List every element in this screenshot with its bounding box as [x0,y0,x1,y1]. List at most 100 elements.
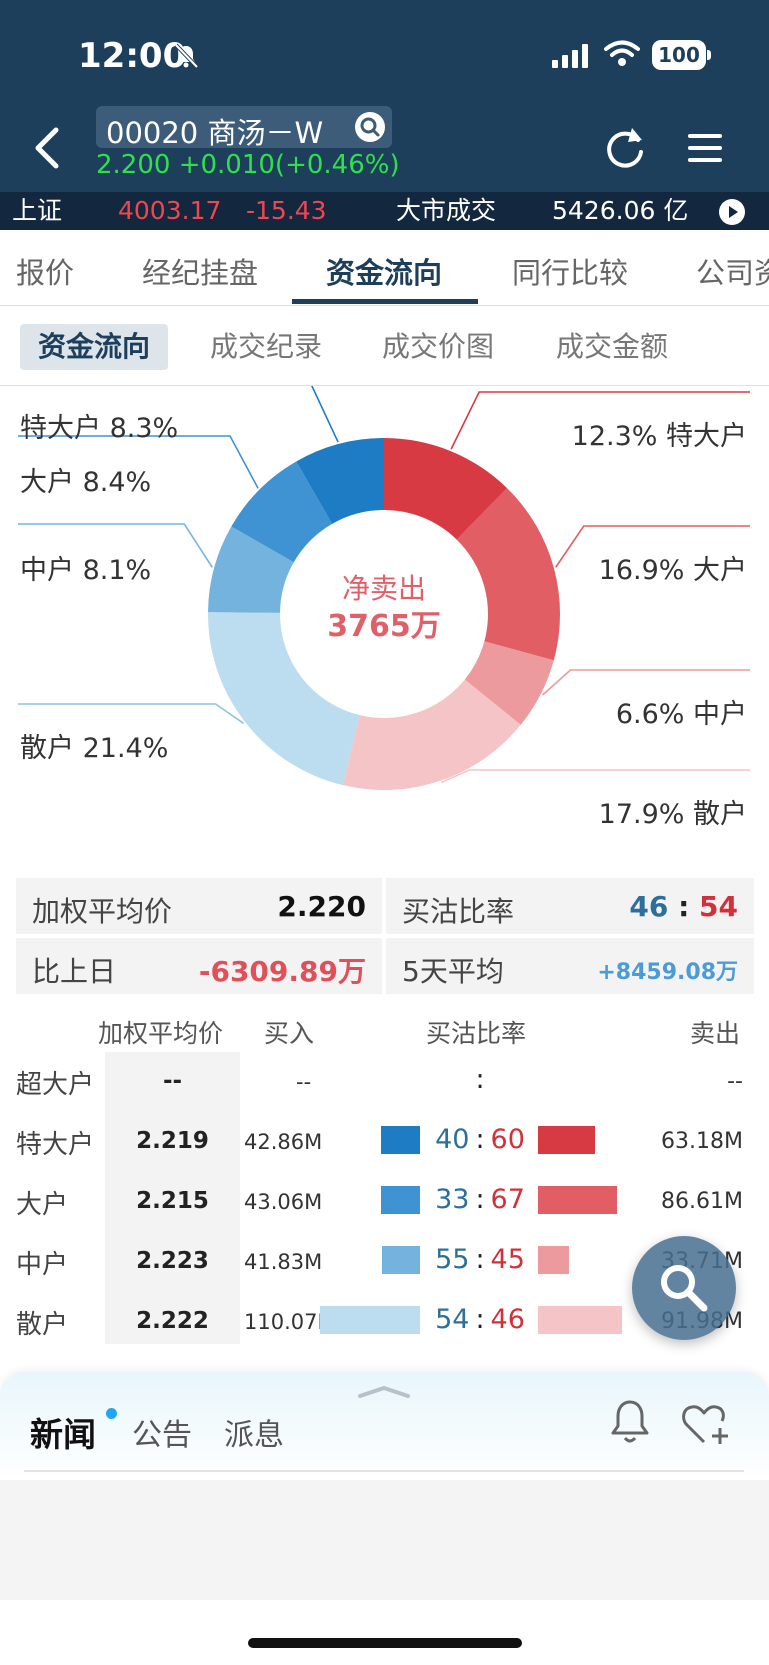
row-name: 大户 [16,1190,69,1220]
vs-prev-value: -6309.89万 [198,955,366,988]
row-ratio-sep: : [475,1064,485,1095]
market-ticker[interactable]: 上证 4003.17 -15.43 大市成交 5426.06 亿 [0,192,769,230]
sell-slice-0 [384,438,507,540]
subtab-money-flow[interactable]: 资金流向 [20,324,169,370]
active-tab-indicator [292,299,478,304]
tab-money-flow[interactable]: 资金流向 [326,256,443,290]
battery-indicator: 100 [652,40,706,70]
buy-leader-line-3 [18,703,245,725]
col-header-avg: 加权平均价 [98,1019,224,1048]
row-sell-amount: 86.61M [661,1189,743,1214]
sell-slice-label-1: 16.9% 大户 [598,555,747,586]
battery-tip [707,50,711,60]
tab-peer-compare[interactable]: 同行比较 [512,256,629,290]
avg-price-value: 2.220 [277,890,366,923]
buy-bar [320,1306,420,1334]
bell-muted-icon [174,43,199,69]
row-avg-price: -- [162,1068,183,1094]
buy-slice-label-2: 中户 8.1% [20,555,152,586]
main-tabs: 报价 经纪挂盘 资金流向 同行比较 公司资 [0,230,769,306]
stock-change: +0.010(+0.46%) [178,150,400,180]
row-name: 特大户 [16,1130,95,1160]
news-tab-news[interactable]: 新闻 [30,1415,96,1454]
index-name: 上证 [12,196,63,225]
ratio-sep: : [678,890,690,923]
center-title: 净卖出 [342,572,426,605]
row-ratio-sep: : [475,1184,485,1215]
row-buy-amount: 42.86M [244,1130,323,1154]
refresh-icon[interactable] [602,122,648,174]
sell-bar [538,1246,569,1274]
news-panel: 新闻 公告 派息 [0,1372,769,1480]
stock-selector[interactable]: 00020 商汤－W [96,106,392,150]
row-ratio-buy: 55 [435,1244,470,1275]
row-buy-amount: -- [296,1070,312,1094]
sell-leader-line-1 [555,525,750,568]
table-row[interactable]: 超大户 -- -- --: [0,1048,769,1108]
subtab-trade-amount[interactable]: 成交金额 [556,330,669,363]
search-fab[interactable] [632,1236,736,1340]
heart-add-icon[interactable] [680,1402,732,1446]
table-row[interactable]: 大户 2.215 43.06M 86.61M 33:67 [0,1168,769,1228]
magnifier-icon [661,1265,708,1312]
avg5-value: +8459.08万 [597,960,738,985]
row-ratio: : [420,1064,540,1095]
home-indicator[interactable] [248,1638,522,1648]
news-tab-announcements[interactable]: 公告 [132,1418,192,1453]
row-ratio-sell: 46 [490,1304,525,1335]
row-avg-price: 2.222 [136,1308,209,1334]
news-divider [24,1470,744,1472]
wifi-icon [604,40,640,66]
sell-bar [538,1186,617,1214]
row-sell-amount: -- [727,1069,743,1094]
app-header: 12:00 100 00020 商汤－W 2.200 +0.010(+0.46%… [0,0,769,192]
tab-company-info[interactable]: 公司资 [696,256,769,290]
turnover-label: 大市成交 [396,196,497,225]
row-avg-price: 2.223 [136,1248,209,1274]
buy-leader-line-0 [311,386,339,443]
row-name: 中户 [16,1250,69,1280]
ratio-label: 买沽比率 [402,895,515,928]
row-name: 超大户 [16,1070,95,1100]
subtab-price-chart[interactable]: 成交价图 [382,330,495,363]
row-buy-amount: 43.06M [244,1190,323,1214]
back-icon[interactable] [26,122,66,174]
row-ratio-buy: 40 [435,1124,470,1155]
buy-bar [381,1126,420,1154]
search-icon[interactable] [354,111,386,143]
expand-handle-icon[interactable] [356,1382,412,1402]
menu-icon[interactable] [686,130,724,166]
buy-leader-line-2 [18,523,213,568]
ratio-cell: 买沽比率 46 : 54 [386,878,754,934]
buy-slice-3 [208,612,360,786]
news-content-area [0,1480,769,1600]
row-ratio-sep: : [475,1244,485,1275]
tab-broker-queue[interactable]: 经纪挂盘 [142,256,259,290]
stock-price: 2.200 [96,150,171,180]
buy-slice-label-1: 大户 8.4% [20,467,152,498]
unread-dot [106,1408,117,1419]
stock-quote: 2.200 +0.010(+0.46%) [96,150,400,180]
donut-chart: 净卖出 3765万 [18,386,750,790]
buy-slice-0 [296,438,384,524]
ratio-buy: 46 [629,890,669,923]
row-ratio: 33:67 [420,1184,540,1215]
news-tab-dividends[interactable]: 派息 [224,1418,284,1453]
vs-prev-label: 比上日 [32,955,117,988]
tab-quote[interactable]: 报价 [16,256,75,290]
buy-slice-2 [208,526,294,613]
sell-slice-label-3: 17.9% 散户 [598,799,747,830]
play-icon[interactable] [718,198,746,226]
sell-bar [538,1306,622,1334]
vs-prev-cell: 比上日 -6309.89万 [16,938,382,994]
bell-icon[interactable] [608,1398,652,1446]
sub-tabs: 资金流向 成交纪录 成交价图 成交金额 [0,306,769,386]
sell-leader-line-0 [450,391,750,450]
table-row[interactable]: 特大户 2.219 42.86M 63.18M 40:60 [0,1108,769,1168]
buy-bar [381,1186,420,1214]
row-ratio: 40:60 [420,1124,540,1155]
buy-bar [382,1246,420,1274]
sell-leader-line-2 [541,669,750,696]
subtab-trade-records[interactable]: 成交纪录 [210,330,323,363]
avg-price-cell: 加权平均价 2.220 [16,878,382,934]
